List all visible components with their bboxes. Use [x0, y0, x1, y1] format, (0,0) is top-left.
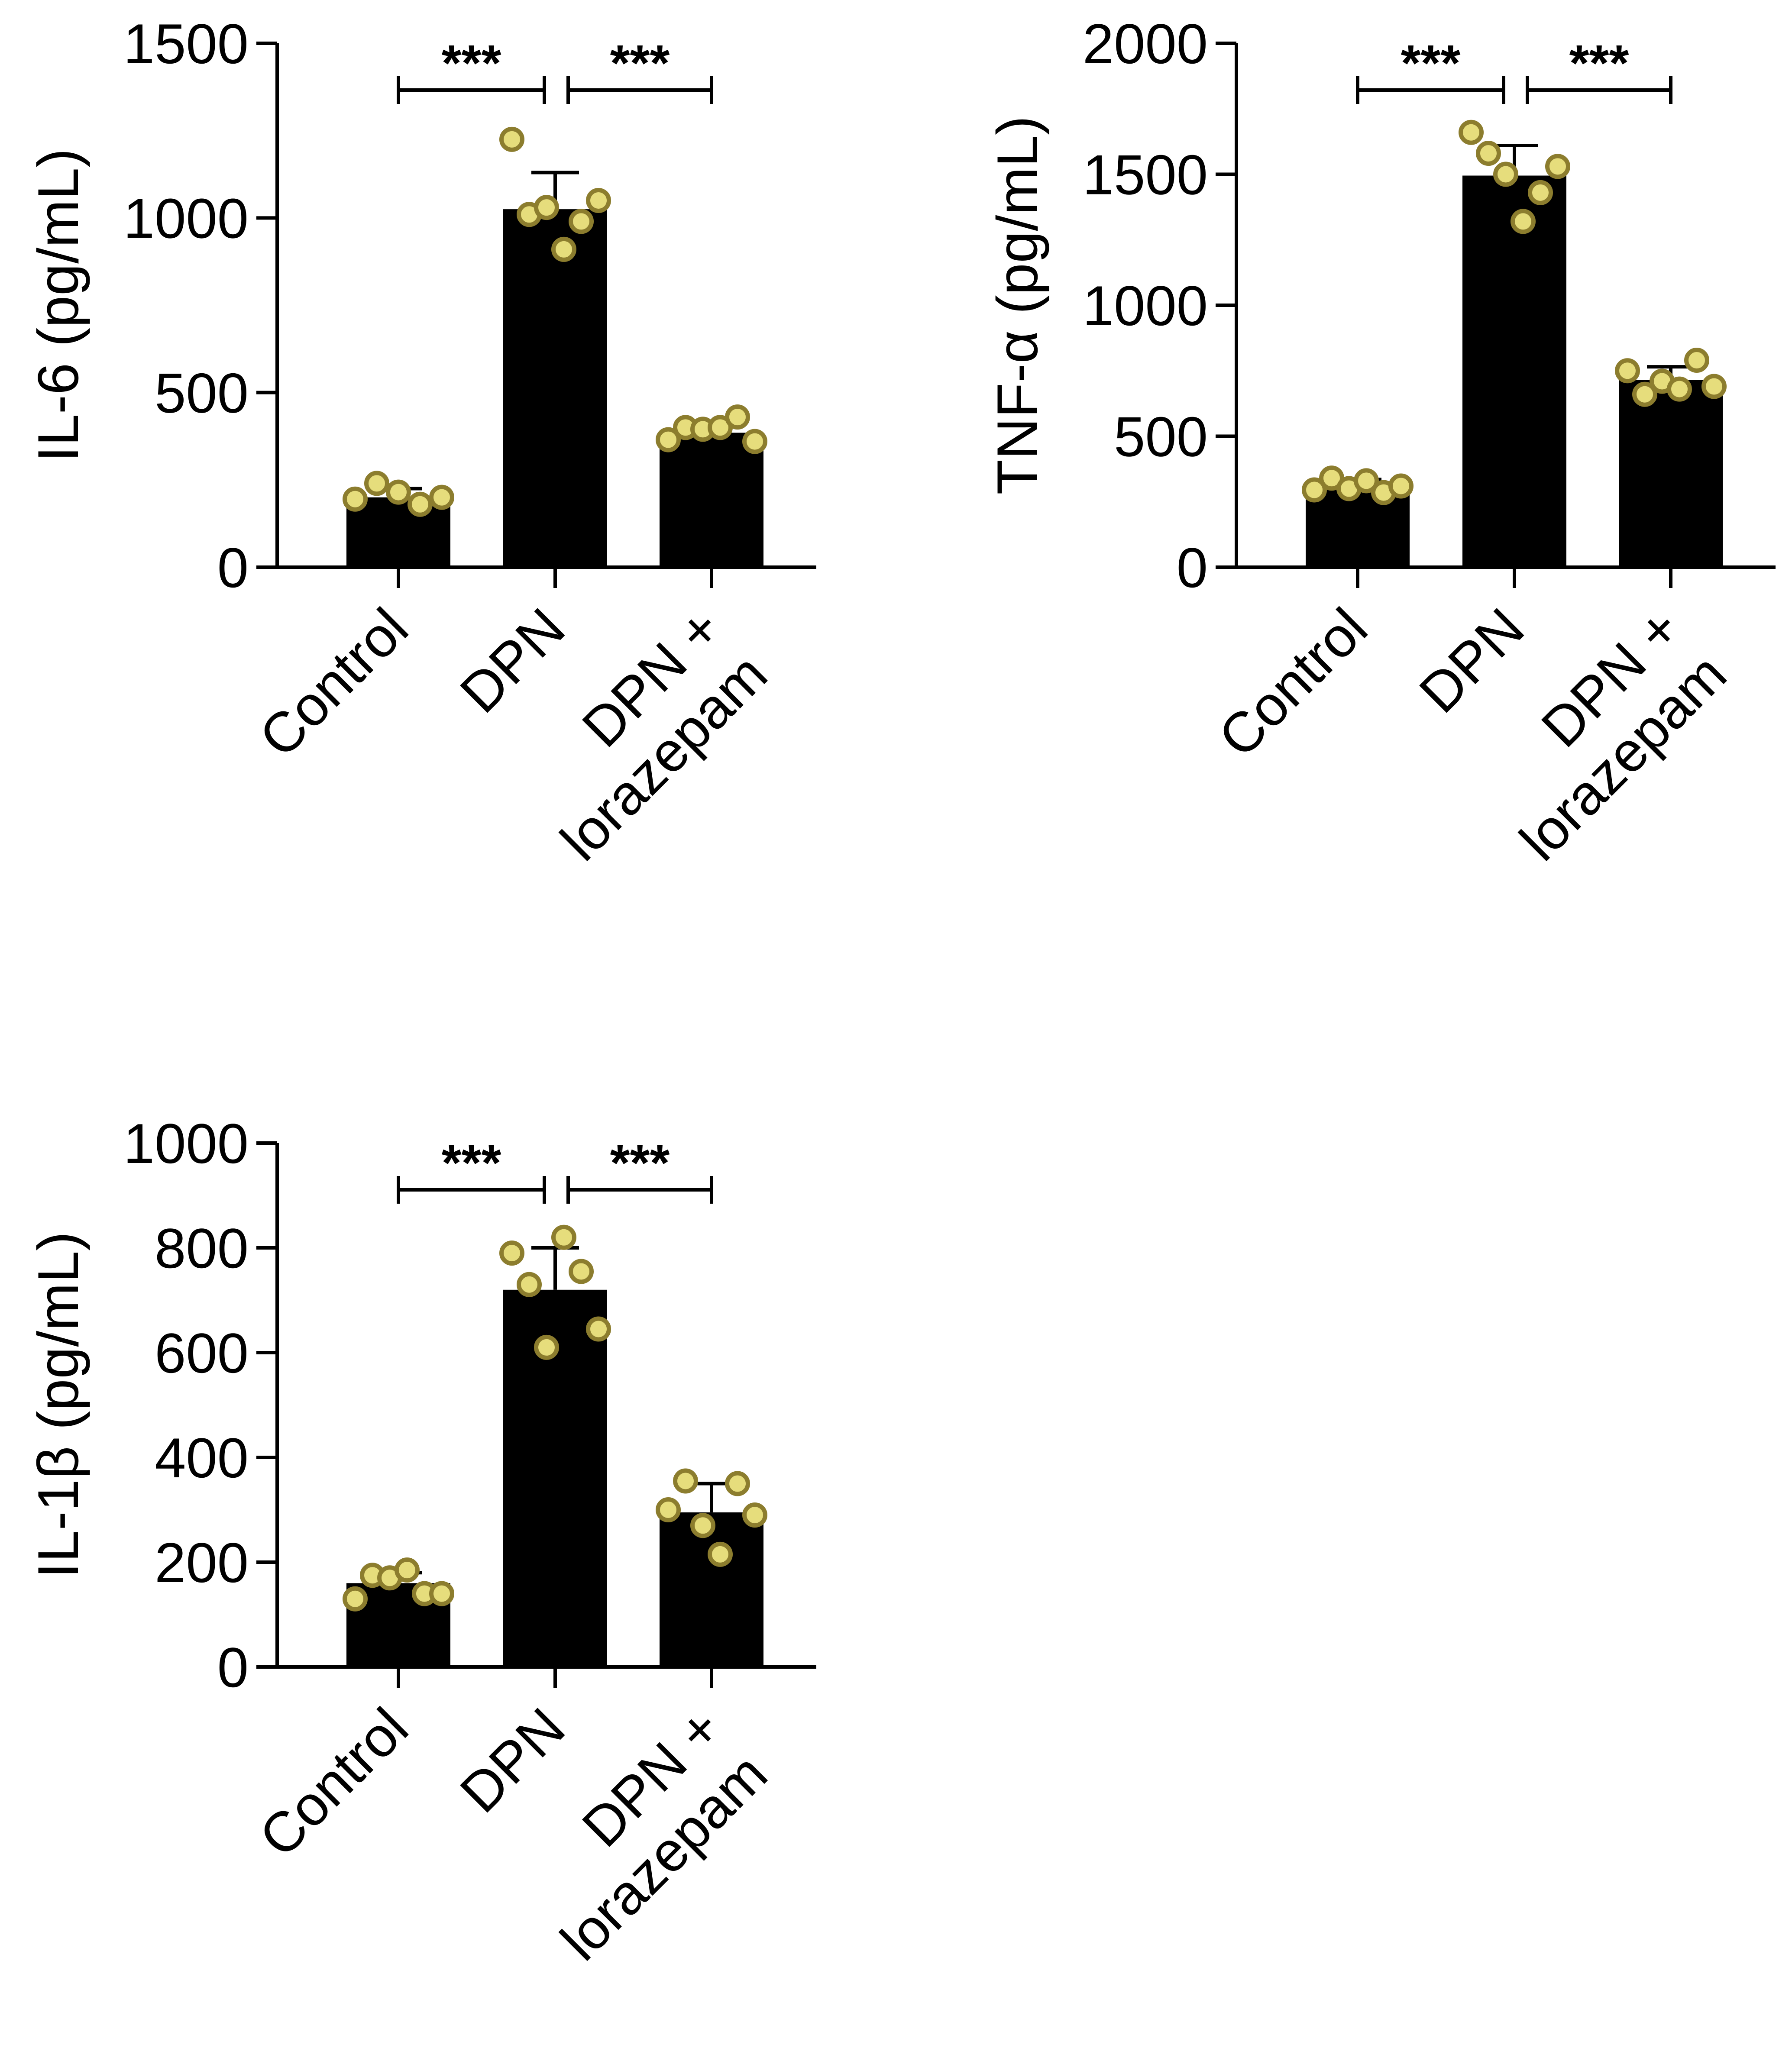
significance-label: *** — [1569, 35, 1629, 92]
data-point — [1302, 477, 1327, 503]
data-point — [586, 188, 611, 213]
bar — [1462, 175, 1566, 567]
data-point — [429, 1581, 454, 1606]
data-point — [725, 404, 750, 430]
y-tick-label: 800 — [155, 1217, 249, 1280]
significance-label: *** — [610, 35, 670, 92]
data-point — [499, 126, 524, 152]
data-point — [1615, 358, 1640, 384]
data-point — [656, 1497, 681, 1522]
x-category-label: DPN — [448, 596, 576, 725]
y-tick-label: 600 — [155, 1321, 249, 1385]
data-point — [1528, 180, 1553, 205]
y-tick-label: 500 — [1114, 405, 1208, 468]
x-category-label-line: DPN — [448, 1696, 576, 1825]
data-point — [534, 1334, 559, 1360]
significance-label: *** — [442, 1134, 501, 1192]
data-point — [1459, 120, 1484, 145]
data-point — [742, 429, 767, 454]
bar — [660, 433, 763, 567]
x-category-label: Control — [247, 596, 420, 769]
y-tick-label: 1500 — [1083, 143, 1208, 207]
y-tick-label: 1000 — [123, 1112, 249, 1175]
data-point — [1493, 162, 1518, 187]
bar — [660, 1512, 763, 1667]
data-point — [1476, 141, 1501, 166]
significance-label: *** — [610, 1134, 670, 1192]
data-point — [586, 1316, 611, 1342]
y-axis-title: IL-6 (pg/mL) — [26, 149, 91, 462]
data-point — [429, 485, 454, 510]
significance-label: *** — [442, 35, 501, 92]
data-point — [725, 1471, 750, 1496]
data-point — [708, 1541, 733, 1567]
y-tick-label: 1000 — [1083, 274, 1208, 337]
data-point — [343, 486, 368, 512]
y-tick-label: 2000 — [1083, 12, 1208, 75]
data-point — [1667, 376, 1692, 402]
bar — [1619, 380, 1723, 567]
x-category-label-line: Control — [1206, 596, 1379, 769]
data-point — [673, 1468, 698, 1494]
data-point — [343, 1586, 368, 1612]
x-category-label: DPN — [448, 1696, 576, 1825]
data-point — [499, 1240, 524, 1266]
y-tick-label: 0 — [1177, 536, 1208, 599]
data-point — [569, 1259, 594, 1284]
bar — [346, 497, 450, 567]
data-point — [364, 471, 389, 496]
y-tick-label: 0 — [217, 1636, 249, 1699]
x-category-label-line: DPN — [448, 596, 576, 725]
y-axis-title: IL-1β (pg/mL) — [26, 1232, 91, 1579]
y-tick-label: 1500 — [123, 12, 249, 75]
data-point — [1354, 468, 1379, 494]
data-point — [1388, 473, 1414, 499]
data-point — [1632, 381, 1657, 407]
data-point — [1684, 348, 1709, 373]
data-point — [1701, 374, 1727, 399]
x-category-label-line: Control — [247, 1696, 420, 1869]
data-point — [656, 427, 681, 452]
data-point — [690, 1513, 715, 1538]
data-point — [1511, 209, 1536, 234]
data-point — [708, 415, 733, 440]
y-tick-label: 0 — [217, 536, 249, 599]
data-point — [1319, 465, 1344, 491]
data-point — [517, 1272, 542, 1297]
data-point — [386, 479, 411, 505]
y-tick-label: 200 — [155, 1531, 249, 1594]
data-point — [534, 195, 559, 220]
significance-label: *** — [1401, 35, 1461, 92]
data-point — [551, 236, 576, 262]
x-category-label: DPN — [1407, 596, 1536, 725]
y-axis-title: TNF-α (pg/mL) — [986, 116, 1050, 495]
data-point — [408, 491, 433, 517]
x-category-label-line: Control — [247, 596, 420, 769]
x-category-label: Control — [247, 1696, 420, 1869]
chart-panel-2: 0 200 400 600 800 1000 IL-1β (pg/mL) Control DPN… — [26, 1112, 816, 1972]
bar — [503, 209, 607, 568]
y-tick-label: 500 — [155, 362, 249, 425]
data-point — [569, 209, 594, 234]
data-point — [1545, 154, 1570, 179]
y-tick-label: 400 — [155, 1426, 249, 1489]
data-point — [742, 1502, 767, 1528]
x-category-label-line: DPN — [1407, 596, 1536, 725]
x-category-label: Control — [1206, 596, 1379, 769]
y-tick-label: 1000 — [123, 187, 249, 250]
data-point — [551, 1224, 576, 1250]
data-point — [395, 1557, 420, 1583]
